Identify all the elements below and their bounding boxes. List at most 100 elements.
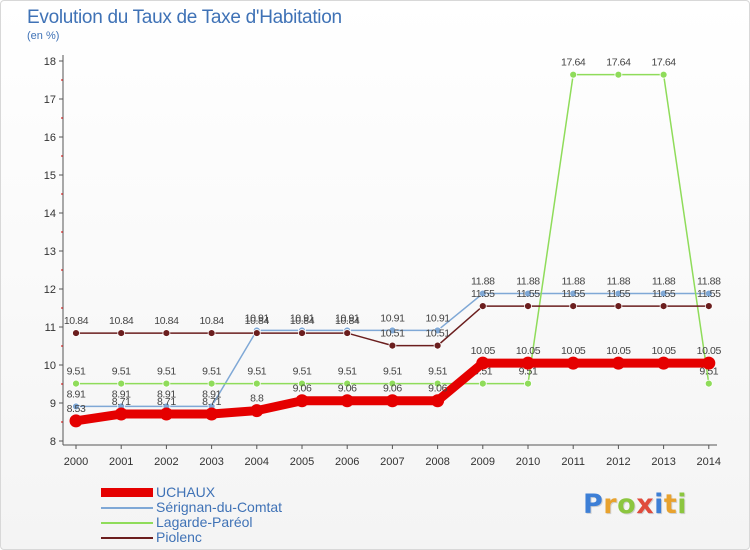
- data-point: [252, 379, 261, 388]
- data-label: 10.05: [561, 345, 586, 357]
- y-tick-label: 9: [50, 398, 56, 410]
- logo-letter: o: [617, 489, 637, 520]
- x-tick-label: 2006: [335, 456, 359, 468]
- data-point: [433, 341, 442, 350]
- legend-swatch: [101, 522, 153, 524]
- data-label: 10.05: [651, 345, 676, 357]
- y-tick-label: 16: [44, 132, 56, 144]
- data-label: 10.05: [516, 345, 541, 357]
- data-label: 10.84: [64, 315, 89, 327]
- data-label: 11.88: [561, 276, 585, 288]
- data-point: [702, 356, 716, 370]
- data-point: [117, 329, 126, 337]
- x-tick-label: 2001: [109, 456, 133, 468]
- logo-letter: t: [663, 489, 678, 520]
- data-label: 9.51: [519, 366, 538, 378]
- data-label: 9.51: [699, 366, 718, 378]
- data-point: [524, 289, 532, 298]
- logo-letter: i: [654, 489, 664, 520]
- logo-letter: P: [583, 489, 604, 520]
- data-point: [340, 394, 354, 408]
- chart-unit-label: (en %): [27, 30, 60, 42]
- data-label: 17.64: [561, 57, 586, 69]
- data-point: [72, 402, 80, 411]
- data-label: 10.84: [245, 315, 270, 327]
- data-point: [114, 407, 128, 421]
- x-tick-label: 2010: [516, 456, 540, 468]
- data-label: 8.8: [250, 393, 264, 405]
- data-label: 11.88: [607, 276, 631, 288]
- data-point: [659, 70, 668, 79]
- data-label: 8.53: [67, 403, 86, 415]
- data-point: [207, 379, 216, 388]
- data-label: 10.84: [199, 315, 224, 327]
- legend-swatch: [101, 537, 153, 539]
- data-point: [72, 329, 80, 337]
- data-label: 9.06: [338, 383, 357, 395]
- y-tick-label: 18: [44, 56, 56, 68]
- data-label: 17.64: [651, 57, 676, 69]
- x-tick-label: 2004: [245, 456, 269, 468]
- data-label: 9.06: [383, 383, 402, 395]
- data-point: [388, 379, 397, 388]
- data-point: [478, 289, 487, 298]
- series-lagarde-par-ol: 9.51 9.51 9.51 9.51 9.51 9.51 9.51 9.51 9.51 9.51…: [67, 57, 719, 388]
- x-tick-label: 2014: [697, 456, 721, 468]
- series-s-rignan-du-comtat: 8.91 8.91 8.91 8.91 10.91 10.91 10.91 10.91 10.9…: [67, 276, 722, 411]
- legend-label: UCHAUX: [156, 484, 216, 500]
- data-label: 10.05: [697, 345, 722, 357]
- data-label: 10.91: [290, 312, 315, 324]
- data-point: [72, 379, 80, 388]
- data-point: [569, 70, 578, 79]
- data-label: 11.55: [652, 288, 676, 300]
- data-label: 10.84: [335, 315, 360, 327]
- data-point: [704, 302, 713, 311]
- data-point: [343, 329, 352, 337]
- x-tick-label: 2009: [471, 456, 495, 468]
- line-chart: 8 9 10 11 12 13 14 15 16 17 18 2000 2001 2002 2003 2004…: [44, 55, 722, 468]
- data-label: 11.55: [561, 288, 585, 300]
- data-point: [657, 356, 671, 370]
- data-point: [207, 329, 216, 337]
- data-label: 9.51: [383, 366, 402, 378]
- logo-letter: i: [677, 489, 688, 520]
- data-label: 8.91: [157, 388, 176, 400]
- data-label: 10.91: [380, 312, 405, 324]
- y-tick-label: 17: [44, 94, 56, 106]
- data-label: 9.06: [293, 383, 312, 395]
- x-tick-label: 2013: [651, 456, 675, 468]
- logo-letter: x: [636, 489, 655, 520]
- chart-title: Evolution du Taux de Taxe d'Habitation: [27, 7, 342, 28]
- data-label: 10.91: [335, 312, 360, 324]
- data-label: 10.91: [425, 312, 450, 324]
- data-point: [388, 341, 397, 350]
- data-label: 8.71: [157, 396, 176, 408]
- x-tick-label: 2000: [64, 456, 88, 468]
- data-label: 9.51: [157, 366, 176, 378]
- data-label: 10.51: [425, 328, 450, 340]
- data-label: 11.88: [697, 276, 721, 288]
- data-point: [614, 289, 623, 298]
- data-point: [162, 379, 171, 388]
- y-tick-label: 15: [44, 170, 56, 182]
- data-point: [476, 356, 490, 370]
- data-point: [704, 379, 713, 388]
- data-point: [298, 379, 306, 388]
- x-tick-label: 2003: [199, 456, 223, 468]
- data-label: 10.51: [380, 328, 405, 340]
- data-label: 8.91: [67, 388, 86, 400]
- data-point: [298, 329, 306, 337]
- proxiti-logo: Proxiti: [583, 489, 687, 520]
- data-label: 8.71: [202, 396, 221, 408]
- x-tick-label: 2002: [154, 456, 178, 468]
- data-label: 10.05: [606, 345, 631, 357]
- x-tick-label: 2012: [606, 456, 630, 468]
- data-label: 9.51: [202, 366, 221, 378]
- data-point: [704, 289, 713, 298]
- data-point: [659, 302, 668, 311]
- data-point: [205, 407, 219, 421]
- data-point: [478, 302, 487, 311]
- legend-swatch: [101, 507, 153, 509]
- data-label: 11.88: [471, 276, 495, 288]
